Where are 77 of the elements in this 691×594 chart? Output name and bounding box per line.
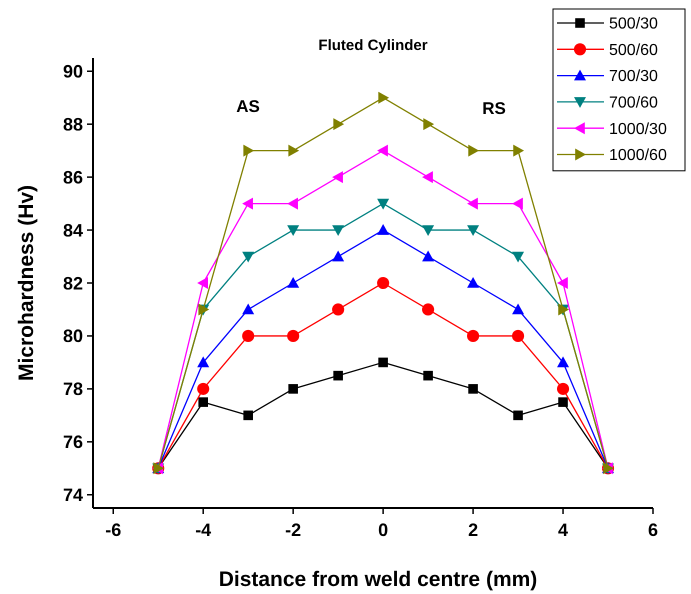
point	[287, 330, 300, 342]
point	[422, 225, 434, 236]
point	[377, 276, 390, 290]
legend-label: 700/60	[609, 94, 658, 112]
legend-label: 500/60	[609, 42, 658, 59]
point	[422, 303, 434, 316]
point	[287, 225, 300, 236]
point	[468, 384, 478, 394]
point	[467, 330, 480, 342]
legend-label: 700/30	[609, 68, 658, 86]
point	[468, 144, 480, 157]
point	[333, 118, 344, 130]
point	[423, 370, 433, 380]
point	[557, 277, 568, 289]
x-tick-label: 6	[648, 520, 658, 540]
point	[287, 198, 298, 210]
x-tick-label: 2	[468, 520, 478, 540]
point	[378, 92, 390, 104]
y-axis-title: Microhardness (Hv)	[15, 184, 38, 382]
x-tick-label: 4	[558, 520, 568, 540]
point	[333, 370, 343, 380]
point	[332, 303, 344, 316]
x-tick-label: -4	[195, 520, 212, 540]
point	[197, 277, 208, 289]
point	[197, 356, 210, 368]
point	[243, 144, 254, 157]
y-tick-label: 88	[62, 114, 83, 134]
point	[287, 277, 300, 288]
point	[242, 330, 254, 342]
point	[558, 397, 568, 407]
point	[377, 224, 390, 235]
point	[513, 410, 523, 420]
point	[512, 330, 524, 342]
point	[242, 303, 254, 314]
point	[512, 198, 523, 210]
y-tick-label: 78	[62, 379, 83, 400]
chart-title: Fluted Cylinder	[318, 37, 428, 54]
y-tick-label: 86	[62, 167, 83, 188]
x-tick-label: -6	[105, 520, 122, 540]
legend-label: 1000/30	[609, 120, 667, 138]
point	[513, 144, 524, 157]
point	[422, 250, 434, 262]
x-tick-label: -2	[285, 520, 302, 540]
x-axis-title: Distance from weld centre (mm)	[218, 568, 538, 591]
annotation: AS	[236, 97, 260, 116]
point	[467, 225, 480, 236]
y-tick-label: 80	[62, 326, 83, 346]
point	[377, 144, 388, 157]
point	[467, 277, 480, 288]
point	[332, 225, 344, 236]
legend-label: 1000/60	[609, 147, 667, 164]
point	[197, 382, 210, 395]
point	[378, 358, 388, 368]
point	[557, 356, 570, 368]
point	[512, 252, 524, 263]
point	[556, 382, 570, 395]
point	[242, 252, 254, 263]
point	[198, 397, 208, 407]
y-tick-label: 74	[62, 485, 83, 506]
point	[288, 144, 300, 157]
y-tick-label: 84	[62, 220, 83, 240]
point	[332, 171, 343, 184]
point	[423, 118, 434, 130]
y-tick-label: 82	[62, 273, 83, 294]
legend-label: 500/30	[609, 16, 658, 33]
point	[288, 384, 298, 394]
point	[422, 171, 433, 184]
point	[332, 250, 344, 262]
point	[242, 198, 253, 210]
point	[512, 303, 524, 314]
point	[467, 198, 478, 210]
y-tick-label: 76	[62, 432, 83, 452]
point	[243, 410, 253, 420]
x-tick-label: 0	[378, 520, 388, 540]
point	[377, 198, 390, 210]
y-tick-label: 90	[62, 62, 83, 82]
annotation: RS	[482, 99, 506, 118]
